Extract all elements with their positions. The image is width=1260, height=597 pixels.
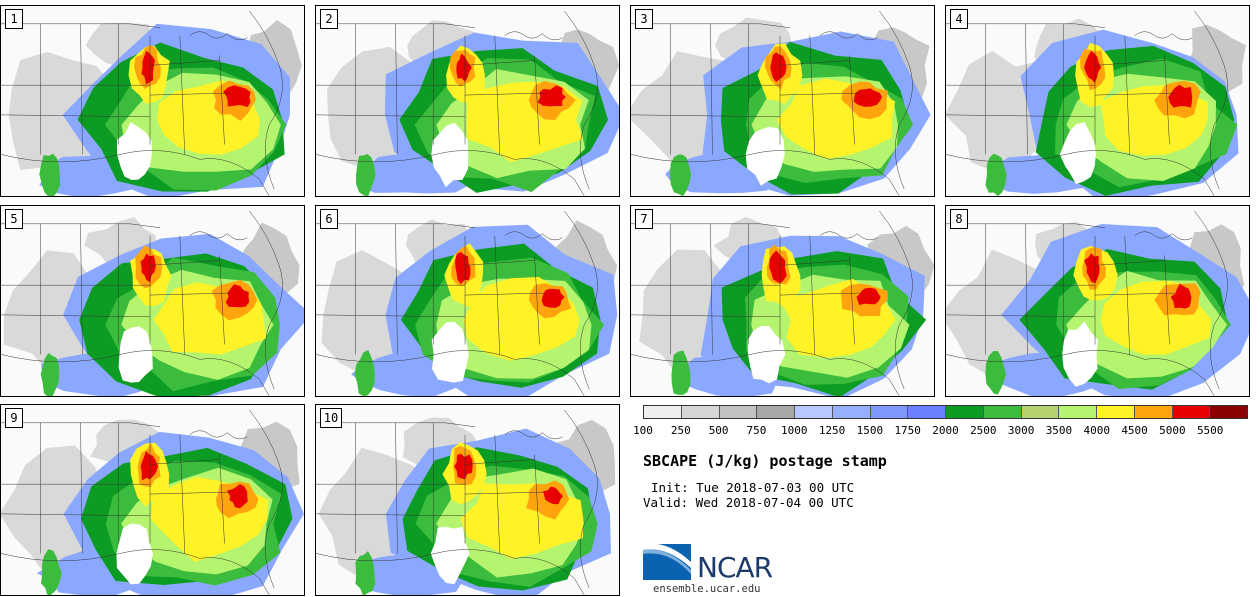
map-panel-member-5: 5 bbox=[0, 205, 305, 397]
member-number-label: 9 bbox=[5, 408, 23, 428]
map-panel-member-8: 8 bbox=[945, 205, 1250, 397]
sbcape-map bbox=[1, 10, 302, 196]
colorbar-segment bbox=[870, 406, 909, 418]
member-number-label: 10 bbox=[320, 408, 342, 428]
init-time: Init: Tue 2018-07-03 00 UTC bbox=[651, 480, 855, 495]
map-panel-member-6: 6 bbox=[315, 205, 620, 397]
sbcape-map bbox=[1, 210, 304, 396]
colorbar-segment bbox=[644, 406, 682, 418]
member-number-label: 1 bbox=[5, 9, 23, 29]
member-number-label: 2 bbox=[320, 9, 338, 29]
colorbar-tick-label: 1750 bbox=[894, 424, 921, 437]
colorbar-segment bbox=[1059, 406, 1097, 418]
sbcape-map bbox=[631, 10, 931, 196]
sbcape-map bbox=[316, 210, 618, 396]
map-panel-member-3: 3 bbox=[630, 5, 935, 197]
member-number-label: 3 bbox=[635, 9, 653, 29]
member-number-label: 6 bbox=[320, 209, 338, 229]
colorbar-segment bbox=[983, 406, 1022, 418]
map-panel-member-2: 2 bbox=[315, 5, 620, 197]
product-title: SBCAPE (J/kg) postage stamp bbox=[643, 452, 887, 470]
colorbar-tick-label: 4000 bbox=[1083, 424, 1111, 437]
map-panel-member-4: 4 bbox=[945, 5, 1250, 197]
valid-time: Valid: Wed 2018-07-04 00 UTC bbox=[643, 495, 854, 510]
colorbar-segment bbox=[1172, 406, 1211, 418]
sbcape-map bbox=[946, 10, 1246, 196]
ncar-logo-text: NCAR bbox=[697, 551, 773, 584]
map-panel-member-7: 7 bbox=[630, 205, 935, 397]
colorbar-segment bbox=[681, 406, 720, 418]
colorbar-tick-label: 500 bbox=[708, 424, 729, 437]
sbcape-map bbox=[946, 210, 1249, 396]
colorbar-segment bbox=[832, 406, 871, 418]
colorbar-segment bbox=[946, 406, 984, 418]
colorbar-segment bbox=[1210, 406, 1247, 418]
map-panel-member-10: 10 bbox=[315, 404, 620, 596]
website-url: ensemble.ucar.edu bbox=[653, 583, 761, 595]
colorbar-tick-label: 5000 bbox=[1159, 424, 1186, 437]
colorbar-tick-label: 250 bbox=[670, 424, 691, 437]
sbcape-map bbox=[316, 409, 616, 595]
colorbar-segment bbox=[1097, 406, 1135, 418]
colorbar-segment bbox=[908, 406, 946, 418]
colorbar-segment bbox=[795, 406, 833, 418]
sbcape-map bbox=[631, 210, 934, 396]
colorbar-segment bbox=[1134, 406, 1173, 418]
sbcape-colorbar bbox=[643, 405, 1248, 419]
colorbar-tick-label: 750 bbox=[746, 424, 767, 437]
colorbar-tick-label: 100 bbox=[633, 424, 653, 437]
colorbar-tick-label: 1000 bbox=[781, 424, 808, 437]
map-panel-member-9: 9 bbox=[0, 404, 305, 596]
member-number-label: 7 bbox=[635, 209, 653, 229]
colorbar-tick-label: 5500 bbox=[1196, 424, 1224, 437]
member-number-label: 8 bbox=[950, 209, 968, 229]
member-number-label: 5 bbox=[5, 209, 23, 229]
colorbar-tick-label: 1250 bbox=[818, 424, 846, 437]
colorbar-tick-label: 1500 bbox=[856, 424, 884, 437]
member-number-label: 4 bbox=[950, 9, 968, 29]
colorbar-tick-label: 3500 bbox=[1045, 424, 1073, 437]
map-panel-member-1: 1 bbox=[0, 5, 305, 197]
colorbar-tick-label: 4500 bbox=[1121, 424, 1148, 437]
colorbar-tick-label: 3000 bbox=[1007, 424, 1035, 437]
ncar-logo-icon bbox=[643, 543, 691, 580]
colorbar-tick-labels: 100 250 500 750 1000 1250 1500 1750 2000 2500 3000… bbox=[633, 424, 1248, 438]
colorbar-tick-label: 2500 bbox=[970, 424, 997, 437]
sbcape-map bbox=[316, 10, 619, 196]
sbcape-map bbox=[1, 409, 304, 595]
colorbar-segment bbox=[719, 406, 758, 418]
colorbar-segment bbox=[1021, 406, 1060, 418]
colorbar-tick-label: 2000 bbox=[932, 424, 959, 437]
colorbar-segment bbox=[757, 406, 795, 418]
